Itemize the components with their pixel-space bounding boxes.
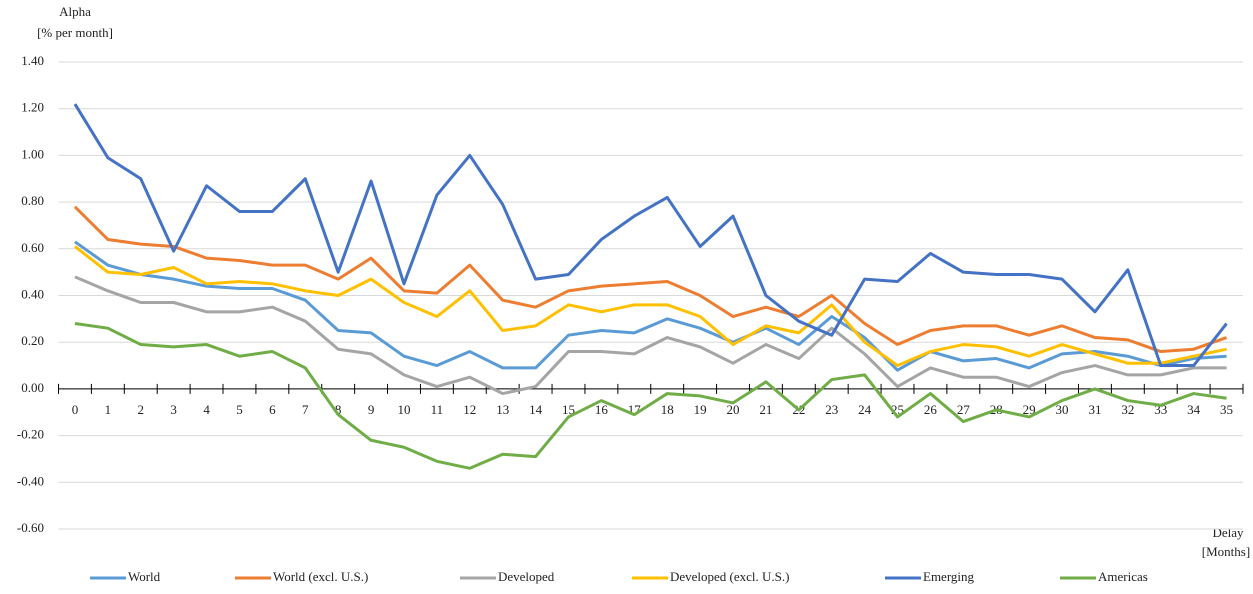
x-tick-label: 26	[924, 402, 938, 417]
legend-label: Emerging	[923, 569, 975, 584]
series-line	[73, 103, 1228, 368]
x-tick-label: 6	[269, 402, 276, 417]
legend-label: Developed (excl. U.S.)	[670, 569, 790, 584]
x-tick-label: 3	[170, 402, 177, 417]
y-tick-label: -0.40	[17, 473, 44, 488]
y-tick-label: 0.40	[21, 286, 44, 301]
series-line	[74, 240, 1227, 372]
x-tick-label: 9	[368, 402, 375, 417]
y-tick-label: 1.40	[21, 53, 44, 68]
x-tick-label: 0	[72, 402, 79, 417]
x-tick-label: 13	[496, 402, 509, 417]
legend-label: Developed	[498, 569, 555, 584]
x-tick-label: 35	[1220, 402, 1233, 417]
x-tick-label: 18	[661, 402, 674, 417]
x-axis-label: [Months]	[1202, 544, 1250, 559]
x-tick-label: 16	[595, 402, 609, 417]
y-tick-label: -0.60	[17, 520, 44, 535]
series-line	[73, 205, 1228, 354]
x-tick-label: 4	[203, 402, 210, 417]
y-axis-label: Alpha	[59, 4, 91, 19]
y-tick-label: 1.00	[21, 146, 44, 161]
x-tick-label: 21	[759, 402, 772, 417]
x-tick-label: 8	[335, 402, 342, 417]
y-tick-label: 0.20	[21, 333, 44, 348]
y-tick-label: 0.00	[21, 380, 44, 395]
x-tick-label: 10	[397, 402, 410, 417]
y-tick-label: 1.20	[21, 100, 44, 115]
y-tick-label: 0.60	[21, 240, 44, 255]
y-axis-label: [% per month]	[37, 25, 113, 40]
legend-label: World	[128, 569, 161, 584]
series-line	[74, 322, 1227, 470]
x-tick-label: 2	[138, 402, 145, 417]
x-tick-label: 31	[1088, 402, 1101, 417]
x-tick-label: 34	[1187, 402, 1201, 417]
y-tick-label: 0.80	[21, 193, 44, 208]
x-tick-label: 32	[1121, 402, 1134, 417]
x-tick-label: 14	[529, 402, 543, 417]
x-tick-label: 1	[105, 402, 112, 417]
x-tick-label: 27	[957, 402, 971, 417]
x-tick-label: 24	[858, 402, 872, 417]
series-line	[74, 275, 1227, 396]
legend-label: World (excl. U.S.)	[273, 569, 368, 584]
x-tick-label: 29	[1023, 402, 1036, 417]
legend-label: Americas	[1098, 569, 1148, 584]
x-tick-label: 12	[463, 402, 476, 417]
y-tick-label: -0.20	[17, 427, 44, 442]
x-tick-label: 15	[562, 402, 575, 417]
x-tick-label: 5	[236, 402, 243, 417]
x-tick-label: 23	[825, 402, 838, 417]
x-tick-label: 11	[431, 402, 444, 417]
x-tick-label: 7	[302, 402, 309, 417]
series-line	[74, 245, 1227, 368]
x-tick-label: 19	[694, 402, 707, 417]
x-axis-label: Delay	[1212, 525, 1244, 540]
x-tick-label: 30	[1056, 402, 1069, 417]
x-tick-label: 20	[727, 402, 740, 417]
